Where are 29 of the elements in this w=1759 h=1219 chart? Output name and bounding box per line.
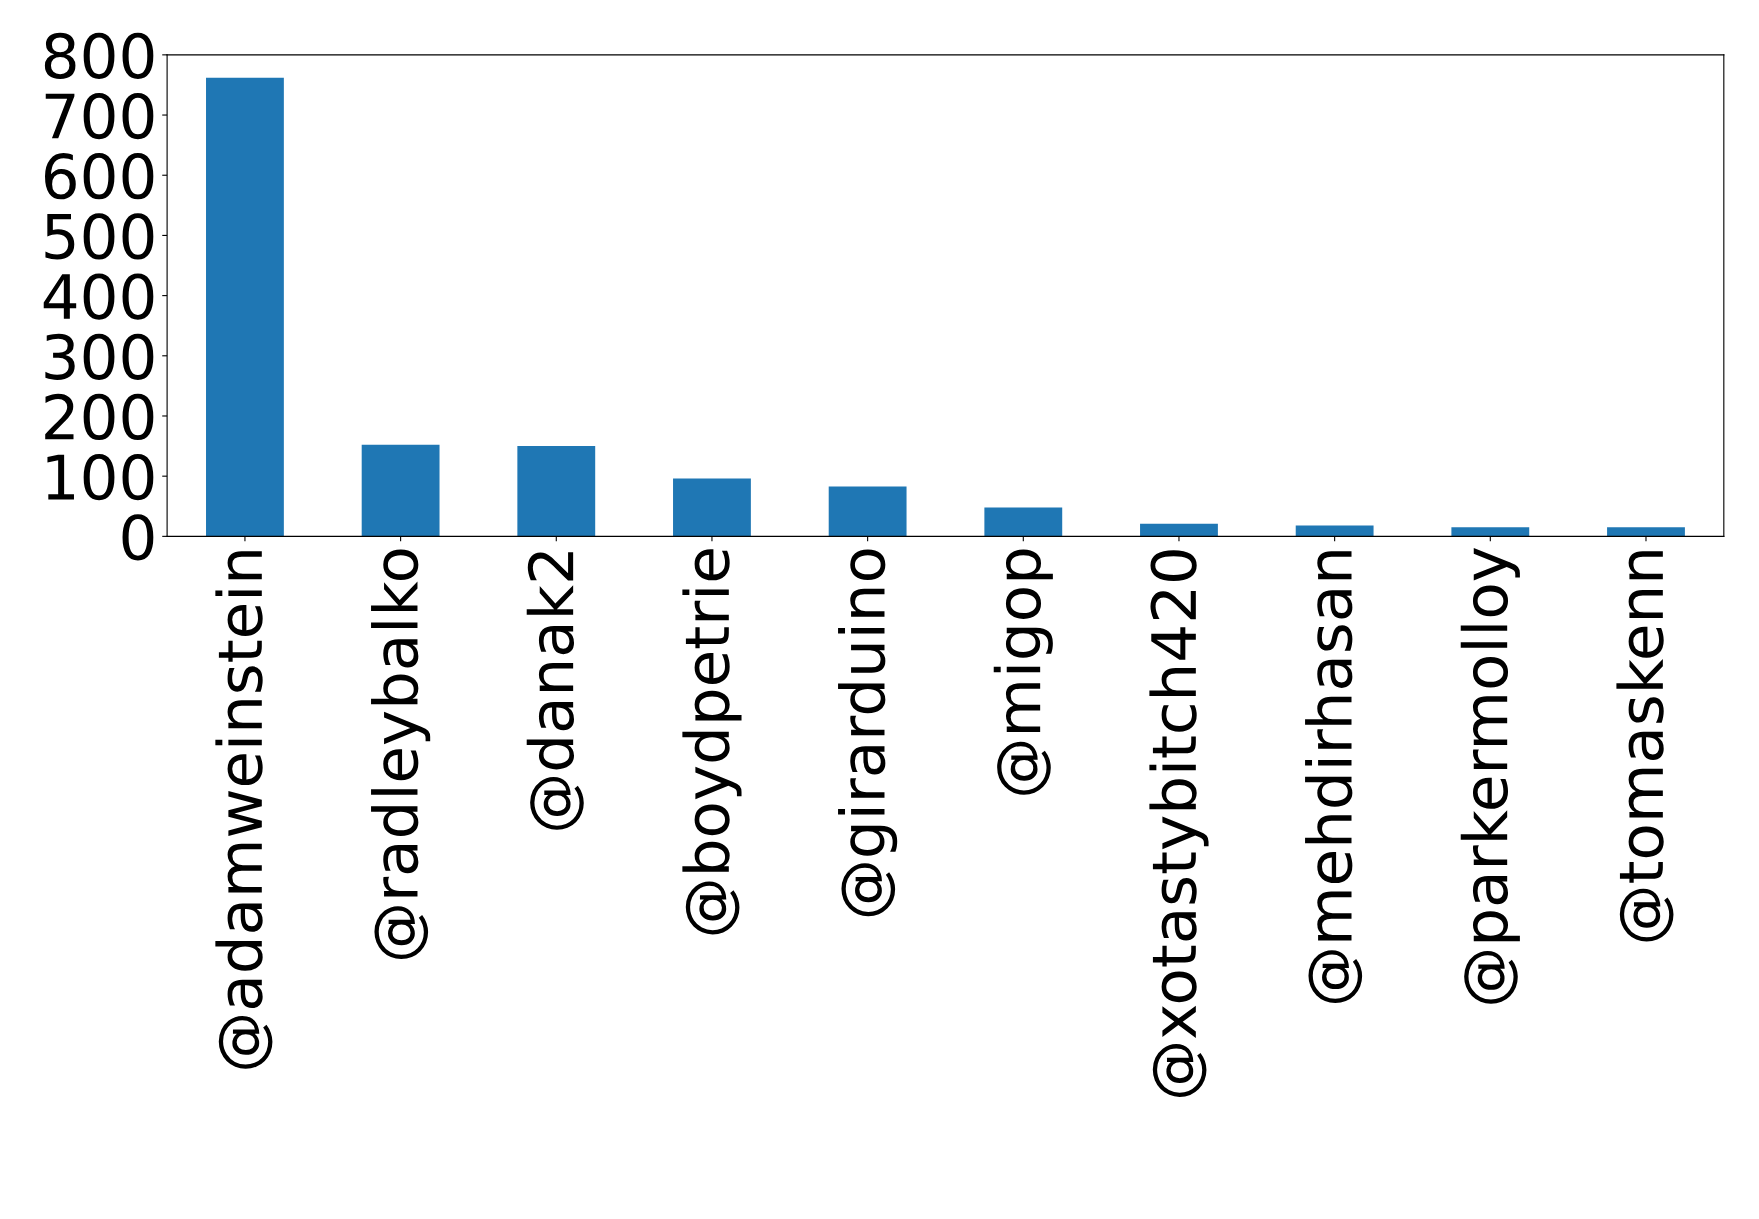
x-tick-label: @mehdirhasan — [1305, 551, 1363, 1004]
y-tick-label: 300 — [45, 333, 154, 380]
y-tick-label: 0 — [122, 514, 154, 561]
bar — [1140, 523, 1218, 537]
y-tick-label: 100 — [47, 454, 154, 501]
bar — [517, 446, 596, 537]
x-tick-label: @tomaskenn — [1616, 551, 1674, 942]
y-tick-label: 600 — [45, 153, 154, 200]
x-tick-label: @xotastybitch420 — [1149, 550, 1209, 1097]
bar — [1451, 527, 1530, 537]
x-tick-label: @radleybalko — [371, 549, 431, 960]
bar — [361, 444, 440, 537]
bar — [673, 478, 751, 537]
y-tick-label: 800 — [44, 32, 154, 79]
y-tick-label: 700 — [45, 92, 154, 140]
x-tick-label: @migop — [993, 549, 1053, 795]
x-tick-label: @boydpetrie — [682, 549, 742, 935]
bar — [984, 507, 1063, 537]
bar — [206, 77, 284, 537]
x-tick-label: @danak2 — [526, 552, 584, 830]
y-tick-label: 200 — [45, 393, 154, 441]
x-tick-label: @parkermolloy — [1460, 547, 1520, 1004]
bar — [1295, 525, 1374, 537]
bar — [1607, 527, 1685, 537]
x-tick-label: @adamweinstein — [215, 551, 273, 1069]
bar — [828, 486, 907, 537]
x-tick-label: @girarduino — [838, 549, 898, 917]
y-tick-label: 500 — [45, 213, 154, 260]
y-tick-label: 400 — [43, 273, 154, 320]
